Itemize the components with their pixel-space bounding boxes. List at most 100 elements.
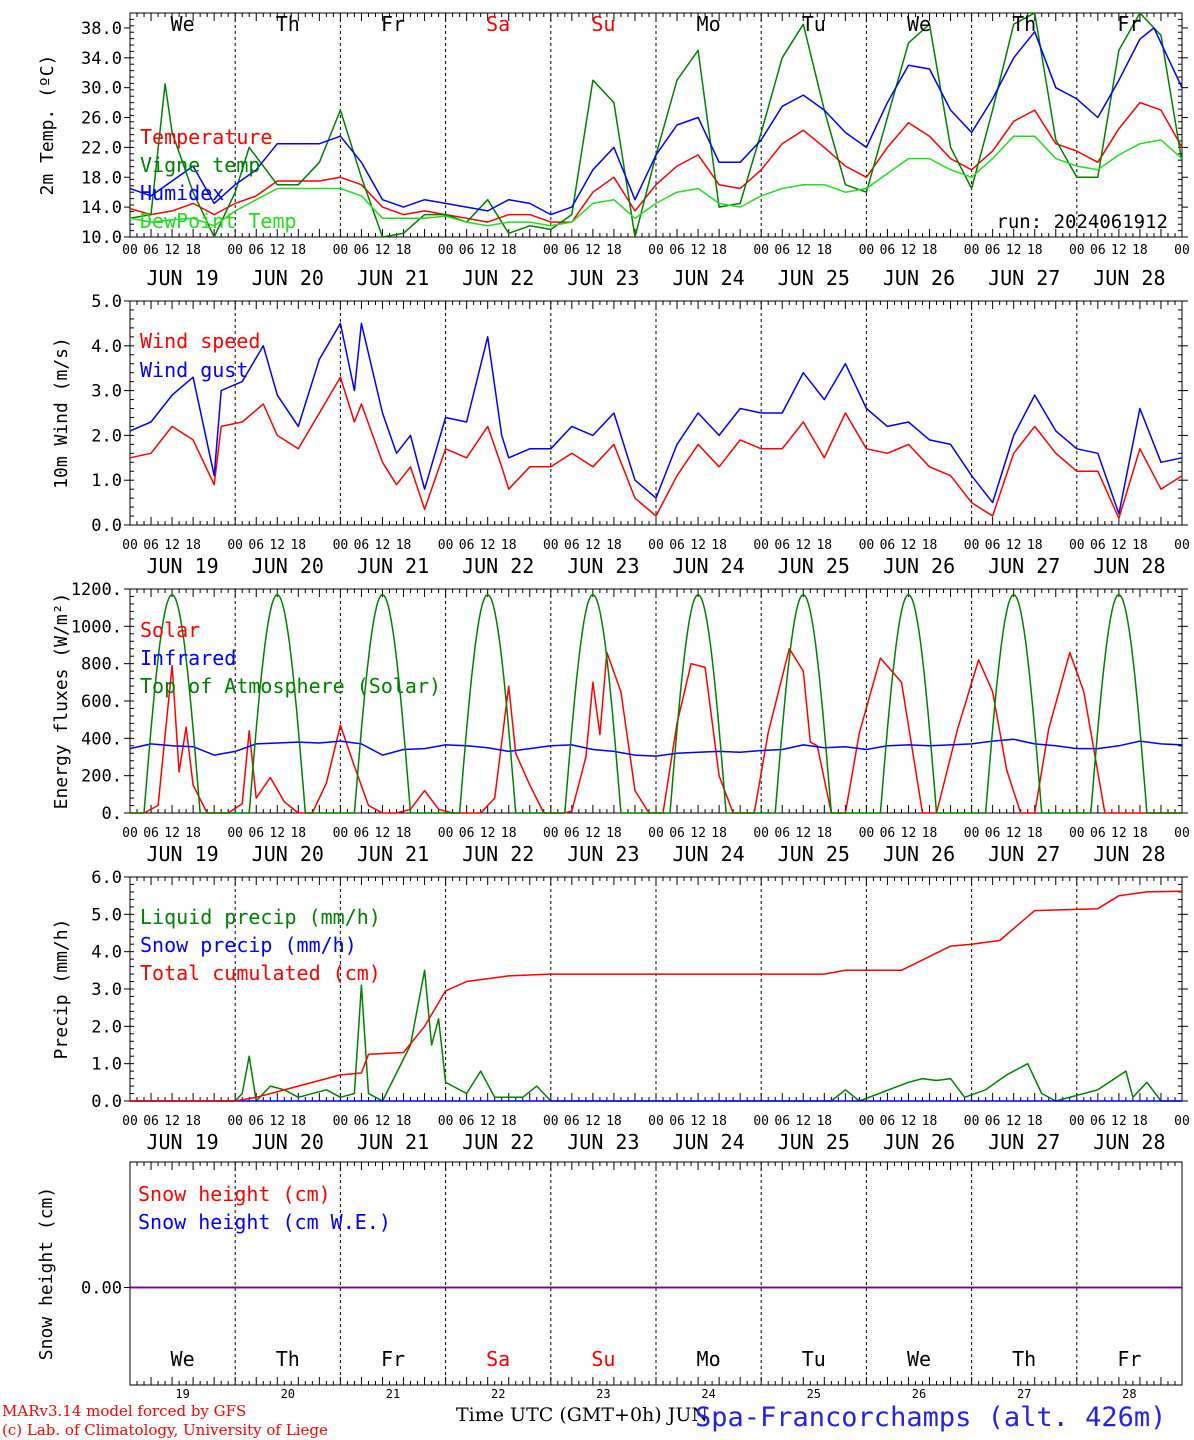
y-tick-label: 2.0: [91, 426, 122, 446]
hour-label: 12: [164, 538, 180, 553]
hour-label: 12: [901, 538, 917, 553]
hour-label: 06: [880, 243, 896, 258]
hour-label: 12: [901, 1114, 917, 1129]
date-label: JUN 22: [462, 266, 534, 290]
hour-label: 06: [459, 243, 475, 258]
hour-label: 00: [648, 538, 664, 553]
hour-label: 12: [375, 1114, 391, 1129]
y-axis-title: Precip (mm/h): [51, 919, 72, 1060]
y-tick-label: 1.0: [91, 1055, 122, 1075]
run-label: run: 2024061912: [996, 211, 1168, 233]
hour-label: 12: [1111, 538, 1127, 553]
hour-label: 18: [1132, 826, 1148, 841]
hour-label: 00: [964, 243, 980, 258]
hour-label: 12: [375, 538, 391, 553]
hour-label: 18: [816, 538, 832, 553]
hour-label: 06: [143, 243, 159, 258]
day-number: 28: [1122, 1387, 1136, 1401]
hour-label: 18: [1132, 538, 1148, 553]
date-label: JUN 20: [252, 1130, 324, 1154]
hour-label: 18: [501, 826, 517, 841]
hour-label: 00: [333, 826, 349, 841]
y-tick-label: 0.0: [91, 1092, 122, 1112]
hour-label: 00: [1069, 243, 1085, 258]
hour-label: 06: [774, 1114, 790, 1129]
date-label: JUN 21: [357, 842, 429, 866]
legend-entry: Snow height (cm): [138, 1182, 331, 1206]
hour-label: 00: [1069, 1114, 1085, 1129]
hour-label: 00: [1069, 826, 1085, 841]
y-tick-label: 38.0: [81, 19, 122, 39]
series-line-solar: [130, 647, 1182, 814]
day-number: 26: [912, 1387, 926, 1401]
hour-label: 06: [459, 826, 475, 841]
date-label: JUN 25: [778, 266, 850, 290]
hour-label: 18: [922, 1114, 938, 1129]
y-tick-label: 4.0: [91, 337, 122, 357]
hour-label: 00: [122, 538, 138, 553]
hour-label: 12: [375, 826, 391, 841]
date-label: JUN 27: [988, 842, 1060, 866]
weekday-label-bottom: Sa: [486, 1347, 510, 1371]
y-tick-label: 22.0: [81, 138, 122, 158]
legend-entry: DewPoint Temp: [140, 209, 297, 233]
hour-label: 12: [480, 243, 496, 258]
hour-label: 00: [227, 243, 243, 258]
hour-label: 18: [396, 538, 412, 553]
weekday-label: Mo: [697, 12, 721, 36]
hour-label: 12: [269, 826, 285, 841]
day-number: 24: [701, 1387, 715, 1401]
hour-label: 18: [396, 826, 412, 841]
panel-5: [124, 1161, 1183, 1386]
day-number: 23: [596, 1387, 610, 1401]
y-tick-label: 0.0: [91, 516, 122, 536]
y-axis-title: Snow height (cm): [36, 1187, 57, 1360]
hour-label: 18: [606, 826, 622, 841]
hour-label: 00: [859, 538, 875, 553]
hour-label: 06: [774, 243, 790, 258]
hour-label: 06: [1090, 1114, 1106, 1129]
hour-label: 18: [711, 538, 727, 553]
date-label: JUN 28: [1093, 554, 1165, 578]
date-label: JUN 28: [1093, 842, 1165, 866]
y-tick-label: 400.: [81, 729, 122, 749]
legend-entry: Wind speed: [140, 329, 260, 353]
y-tick-label: 26.0: [81, 109, 122, 129]
hour-label: 18: [816, 243, 832, 258]
hour-label: 06: [1090, 243, 1106, 258]
hour-label: 06: [143, 1114, 159, 1129]
date-label: JUN 19: [146, 1130, 218, 1154]
hour-label: 18: [922, 243, 938, 258]
series-line-wind-gust: [129, 322, 1183, 515]
hour-label: 00: [227, 538, 243, 553]
hour-label: 06: [774, 538, 790, 553]
hour-label: 00: [438, 538, 454, 553]
date-label: JUN 20: [252, 266, 324, 290]
y-tick-label: 5.0: [91, 905, 122, 925]
hour-label: 12: [1111, 826, 1127, 841]
hour-label: 06: [774, 826, 790, 841]
hour-label: 18: [185, 826, 201, 841]
panel-1: [124, 12, 1188, 238]
weekday-label-bottom: Mo: [697, 1347, 721, 1371]
series-line-temperature: [130, 101, 1182, 223]
hour-label: 12: [480, 538, 496, 553]
hour-label: 12: [1111, 1114, 1127, 1129]
series-line-total-cumulated-cm-: [130, 890, 1183, 1102]
hour-label: 00: [859, 826, 875, 841]
hour-label: 06: [248, 1114, 264, 1129]
hour-label: 12: [375, 243, 391, 258]
date-label: JUN 26: [883, 266, 955, 290]
hour-label: 18: [290, 243, 306, 258]
y-tick-label: 1000.: [71, 617, 122, 637]
hour-label: 00: [648, 826, 664, 841]
hour-label: 06: [248, 243, 264, 258]
legend-entry: Temperature: [140, 125, 272, 149]
model-credit: MARv3.14 model forced by GFS: [2, 1402, 247, 1420]
y-axis-title: 2m Temp. (ºC): [37, 55, 58, 196]
hour-label: 12: [690, 826, 706, 841]
hour-label: 00: [964, 826, 980, 841]
series-line-wind-speed: [129, 376, 1183, 520]
hour-label: 18: [1027, 243, 1043, 258]
hour-label: 06: [669, 1114, 685, 1129]
